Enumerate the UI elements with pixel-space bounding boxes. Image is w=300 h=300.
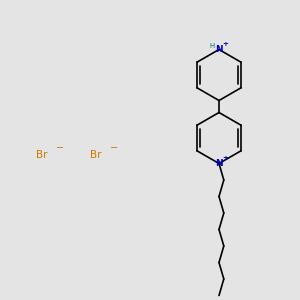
Text: −: − [110,143,118,154]
Text: Br: Br [36,149,48,160]
Text: Br: Br [90,149,102,160]
Text: −: − [56,143,64,154]
Text: +: + [223,155,229,161]
Text: +: + [223,41,229,47]
Text: N: N [215,159,223,168]
Text: N: N [215,45,223,54]
Text: H: H [209,44,215,50]
